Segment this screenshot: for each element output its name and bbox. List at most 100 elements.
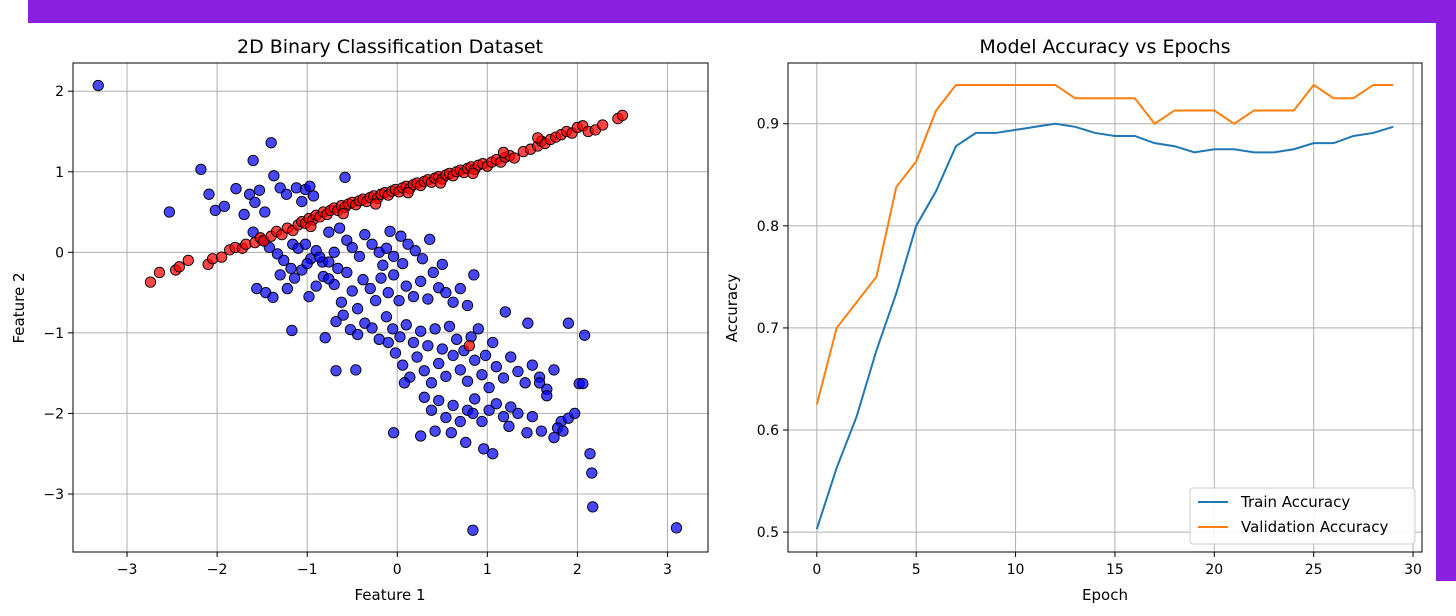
scatter-point: [541, 390, 553, 402]
scatter-point: [330, 315, 342, 328]
accuracy-x-tick-label: 20: [1205, 562, 1223, 578]
scatter-point: [569, 407, 581, 420]
scatter-point: [286, 324, 298, 337]
scatter-point: [616, 109, 629, 122]
scatter-point: [285, 262, 297, 275]
scatter-point: [512, 365, 524, 378]
scatter-point: [467, 407, 479, 420]
accuracy-y-tick-label: 0.5: [757, 525, 779, 541]
accuracy-y-tick-label: 0.9: [757, 117, 779, 133]
scatter-point: [249, 196, 261, 209]
scatter-point: [389, 347, 402, 359]
scatter-point: [596, 119, 609, 131]
scatter-point: [586, 467, 598, 479]
scatter-point: [425, 404, 438, 416]
scatter-y-tick-label: −2: [43, 406, 64, 422]
scatter-point: [402, 187, 414, 199]
scatter-point: [304, 180, 316, 192]
accuracy-x-tick-label: 30: [1404, 562, 1422, 578]
scatter-point: [357, 274, 369, 286]
scatter-point: [548, 364, 560, 376]
scatter-point: [380, 242, 393, 254]
scatter-point: [397, 257, 409, 270]
scatter-point: [467, 167, 479, 180]
scatter-y-tick-label: 1: [55, 165, 64, 181]
scatter-point: [307, 190, 320, 202]
scatter-point: [397, 359, 409, 371]
scatter-frame: [72, 62, 709, 553]
scatter-point: [483, 404, 495, 416]
scatter-point: [440, 411, 452, 424]
scatter-point: [434, 177, 447, 189]
scatter-x-tick-label: −3: [117, 562, 138, 578]
scatter-point: [526, 359, 539, 371]
scatter-point: [415, 275, 427, 287]
scatter-point: [323, 256, 335, 268]
scatter-point: [380, 311, 393, 323]
accuracy-legend: Train Accuracy Validation Accuracy: [1189, 487, 1416, 545]
scatter-x-tick-label: 2: [573, 562, 582, 578]
scatter-point: [422, 340, 434, 352]
class-red-points: [144, 109, 629, 352]
scatter-point: [584, 448, 596, 460]
scatter-point: [526, 411, 539, 423]
scatter-point: [243, 188, 256, 200]
scatter-point: [280, 188, 293, 200]
scatter-point: [548, 431, 560, 444]
accuracy-y-ticks: 0.5 0.6 0.7 0.8 0.9: [757, 117, 788, 541]
scatter-point: [339, 171, 351, 184]
scatter-title: 2D Binary Classification Dataset: [237, 36, 543, 58]
scatter-point: [388, 250, 400, 262]
scatter-point: [522, 317, 534, 329]
scatter-point: [92, 79, 104, 92]
scatter-point: [519, 377, 531, 389]
scatter-point: [369, 295, 382, 307]
scatter-point: [469, 354, 481, 366]
scatter-point: [400, 319, 412, 331]
scatter-point: [398, 377, 411, 389]
scatter-point: [230, 183, 242, 195]
scatter-point: [388, 427, 400, 439]
scatter-y-tick-label: −3: [43, 487, 64, 503]
scatter-point: [393, 295, 405, 307]
scatter-point: [366, 322, 378, 334]
scatter-point: [503, 420, 515, 432]
scatter-point: [215, 251, 228, 263]
scatter-point: [402, 238, 414, 250]
scatter-point: [460, 436, 472, 449]
scatter-point: [382, 336, 394, 349]
scatter-y-tick-label: −1: [43, 326, 64, 342]
scatter-point: [416, 253, 429, 265]
scatter-point: [476, 415, 488, 428]
accuracy-frame: [787, 62, 1423, 553]
scatter-x-tick-label: 3: [663, 562, 672, 578]
scatter-point: [422, 293, 434, 305]
scatter-point: [350, 364, 362, 376]
scatter-point: [366, 238, 378, 250]
scatter-point: [467, 524, 479, 536]
scatter-point: [346, 285, 358, 297]
accuracy-x-tick-label: 15: [1106, 562, 1124, 578]
scatter-point: [203, 188, 215, 200]
scatter-point: [436, 258, 448, 271]
accuracy-x-tick-label: 10: [1007, 562, 1025, 578]
accuracy-y-tick-label: 0.7: [757, 321, 779, 337]
scatter-point: [454, 364, 466, 376]
scatter-point: [384, 225, 396, 238]
scatter-point: [490, 361, 502, 373]
accuracy-x-label: Epoch: [1082, 586, 1128, 604]
scatter-point: [472, 323, 484, 335]
accuracy-y-label: Accuracy: [723, 274, 741, 343]
scatter-point: [288, 272, 301, 284]
scatter-point: [497, 372, 510, 384]
scatter-point: [505, 351, 517, 363]
scatter-point: [144, 276, 157, 288]
scatter-x-tick-label: −2: [207, 562, 228, 578]
scatter-point: [557, 425, 569, 437]
scatter-point: [296, 195, 308, 208]
scatter-point: [407, 336, 420, 349]
scatter-point: [512, 407, 524, 420]
scatter-point: [447, 349, 459, 362]
scatter-point: [447, 296, 459, 308]
